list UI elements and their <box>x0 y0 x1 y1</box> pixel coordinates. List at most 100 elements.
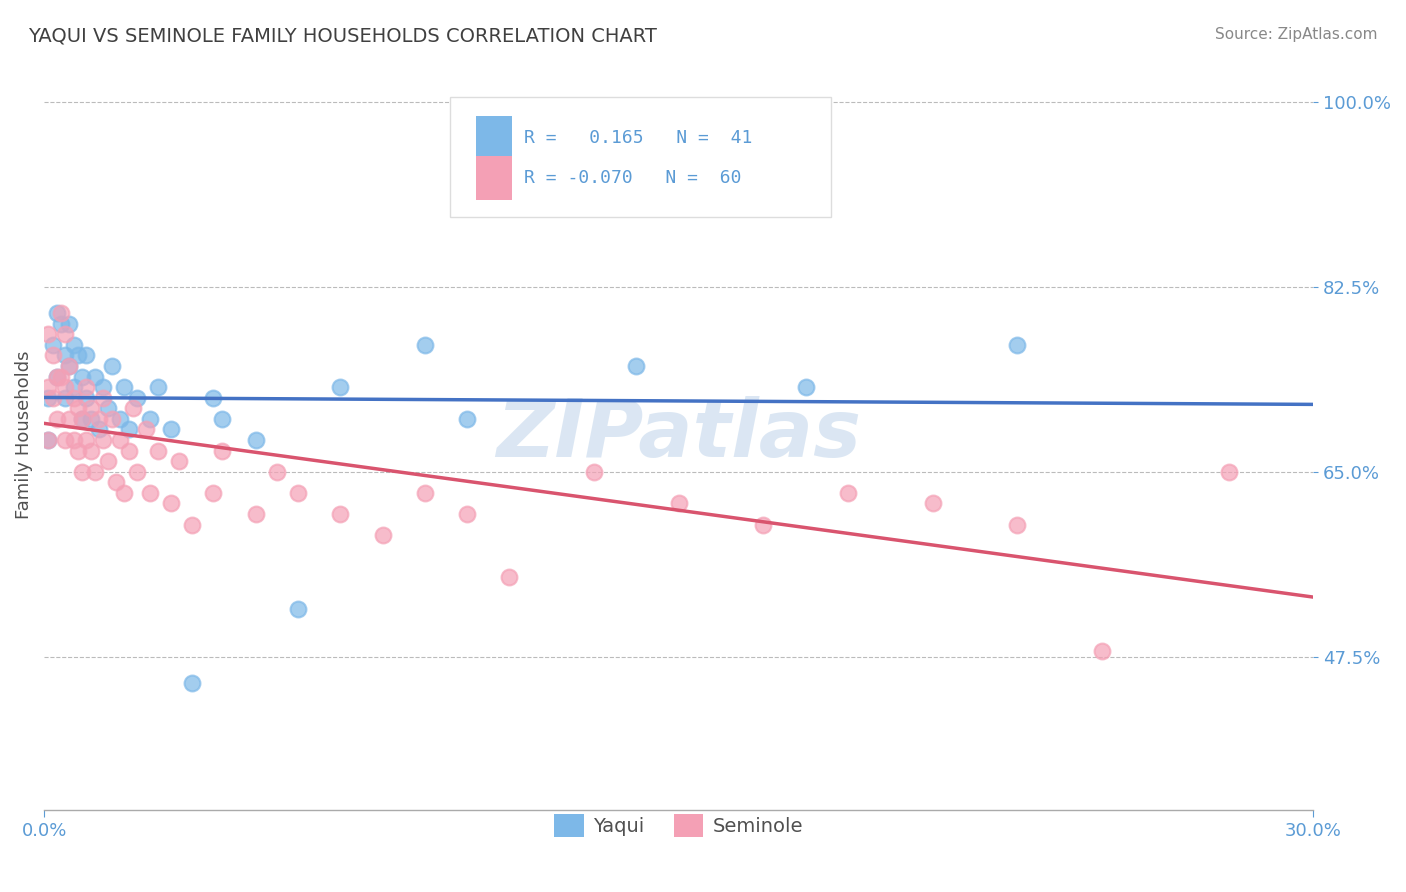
Text: ZIPatlas: ZIPatlas <box>496 396 862 474</box>
Point <box>37 327 59 342</box>
Point <box>118 422 141 436</box>
Point <box>160 496 183 510</box>
Text: R = -0.070   N =  60: R = -0.070 N = 60 <box>524 169 741 187</box>
Point <box>75 349 97 363</box>
Point <box>245 507 267 521</box>
Point <box>456 507 478 521</box>
Point <box>127 391 149 405</box>
Y-axis label: Family Households: Family Households <box>15 351 32 519</box>
Point <box>245 433 267 447</box>
Point <box>139 486 162 500</box>
Point <box>37 380 59 394</box>
Point <box>97 401 120 416</box>
Point <box>79 412 101 426</box>
Point <box>45 369 67 384</box>
Point <box>498 570 520 584</box>
Point <box>37 391 59 405</box>
Point <box>53 327 76 342</box>
Point <box>101 359 124 373</box>
Point <box>75 391 97 405</box>
Point <box>37 433 59 447</box>
Point <box>921 496 943 510</box>
Point <box>83 465 105 479</box>
Point <box>181 517 204 532</box>
Point <box>1005 517 1028 532</box>
Point <box>1091 644 1114 658</box>
Point <box>41 391 63 405</box>
Point <box>668 496 690 510</box>
Point <box>105 475 128 490</box>
Point <box>58 359 80 373</box>
Point <box>49 369 72 384</box>
Point <box>114 380 136 394</box>
Point <box>62 338 84 352</box>
Point <box>79 443 101 458</box>
Point <box>53 433 76 447</box>
Point <box>87 412 110 426</box>
Point <box>752 517 775 532</box>
Point <box>62 433 84 447</box>
Point <box>58 359 80 373</box>
Point <box>329 507 352 521</box>
Point <box>62 380 84 394</box>
Point <box>371 528 394 542</box>
Point <box>1005 338 1028 352</box>
FancyBboxPatch shape <box>450 97 831 217</box>
Point <box>413 486 436 500</box>
Point <box>70 412 93 426</box>
Point <box>41 349 63 363</box>
Point <box>66 349 89 363</box>
Point <box>202 486 225 500</box>
Point <box>101 412 124 426</box>
Point <box>122 401 145 416</box>
Point <box>169 454 191 468</box>
Point <box>58 317 80 331</box>
Point <box>160 422 183 436</box>
Point <box>127 465 149 479</box>
Point <box>75 380 97 394</box>
Point <box>413 338 436 352</box>
Point <box>53 391 76 405</box>
Point <box>53 380 76 394</box>
Point <box>66 443 89 458</box>
Point <box>211 443 233 458</box>
Legend: Yaqui, Seminole: Yaqui, Seminole <box>547 805 811 845</box>
Point <box>181 676 204 690</box>
Point <box>148 443 170 458</box>
Point <box>45 306 67 320</box>
Point <box>70 465 93 479</box>
Point <box>41 338 63 352</box>
Point <box>287 486 309 500</box>
Point <box>97 454 120 468</box>
Point <box>49 317 72 331</box>
Point <box>456 412 478 426</box>
Point <box>45 412 67 426</box>
Point <box>75 433 97 447</box>
Point <box>79 401 101 416</box>
Point <box>1218 465 1240 479</box>
Point <box>49 306 72 320</box>
Point <box>70 369 93 384</box>
Point <box>91 380 114 394</box>
Point <box>110 433 132 447</box>
Point <box>110 412 132 426</box>
Point <box>837 486 859 500</box>
Point <box>91 433 114 447</box>
Point <box>626 359 648 373</box>
Point <box>266 465 288 479</box>
Point <box>118 443 141 458</box>
Point <box>70 412 93 426</box>
Point <box>62 391 84 405</box>
Point <box>37 433 59 447</box>
Point <box>91 391 114 405</box>
Point <box>87 422 110 436</box>
Point <box>287 602 309 616</box>
Point <box>45 369 67 384</box>
Point <box>794 380 817 394</box>
Point <box>148 380 170 394</box>
Point <box>83 369 105 384</box>
Point <box>139 412 162 426</box>
Text: Source: ZipAtlas.com: Source: ZipAtlas.com <box>1215 27 1378 42</box>
Text: YAQUI VS SEMINOLE FAMILY HOUSEHOLDS CORRELATION CHART: YAQUI VS SEMINOLE FAMILY HOUSEHOLDS CORR… <box>28 27 657 45</box>
Point <box>329 380 352 394</box>
